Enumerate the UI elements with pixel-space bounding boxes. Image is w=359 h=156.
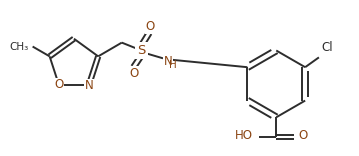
Text: Cl: Cl [322,41,334,54]
Text: O: O [146,20,155,33]
Text: O: O [54,78,64,91]
Text: HO: HO [235,129,253,142]
Text: S: S [137,44,146,57]
Text: H: H [169,60,177,70]
Text: O: O [129,67,138,80]
Text: N: N [164,55,173,68]
Text: N: N [85,79,93,92]
Text: CH₃: CH₃ [9,41,29,51]
Text: O: O [299,129,308,142]
